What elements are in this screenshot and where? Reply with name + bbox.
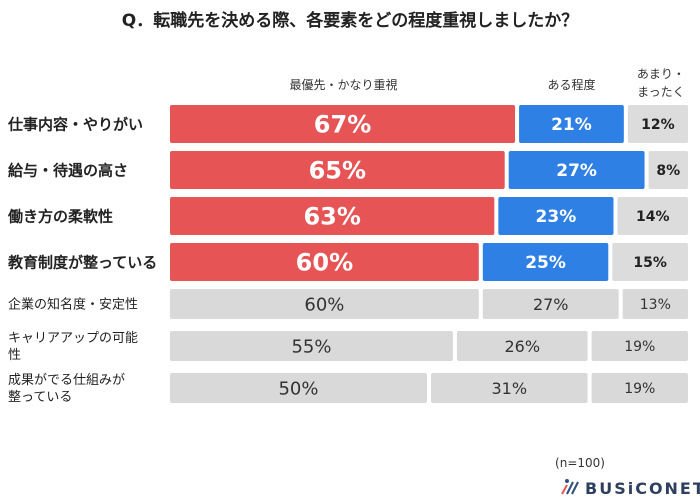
bar-segment	[627, 105, 688, 143]
data-label: 60%	[304, 294, 344, 315]
bar-row: 仕事内容・やりがい 67% 21% 12%	[7, 105, 688, 143]
legend-label: 最優先・かなり重視	[290, 77, 398, 92]
data-label: 13%	[640, 297, 671, 313]
bar-segment	[498, 197, 614, 235]
bar-segment	[170, 243, 479, 281]
data-label: 19%	[624, 381, 655, 397]
data-label: 15%	[633, 255, 667, 271]
bar-segment	[170, 373, 427, 403]
data-label: 12%	[641, 117, 675, 133]
bar-segment	[482, 243, 609, 281]
bar-segment	[170, 289, 479, 319]
data-label: 26%	[504, 337, 540, 356]
busiconet-logo: BUSiCONET	[561, 479, 700, 498]
category-label: 企業の知名度・安定性	[8, 297, 138, 313]
category-label: 整っている	[8, 390, 72, 405]
bar-segment	[648, 151, 688, 189]
data-label: 27%	[556, 161, 597, 181]
bar-segment	[591, 373, 688, 403]
bar-segment	[612, 243, 688, 281]
data-label: 67%	[314, 111, 371, 139]
bar-row: 教育制度が整っている 60% 25% 15%	[7, 243, 688, 281]
svg-text:BUSiCONET: BUSiCONET	[585, 479, 700, 498]
bar-row: 働き方の柔軟性 63% 23% 14%	[7, 197, 688, 235]
data-label: 31%	[492, 379, 528, 398]
data-label: 25%	[525, 253, 566, 273]
data-label: 63%	[303, 203, 360, 231]
bar-segment	[622, 289, 688, 319]
bar-segment	[170, 197, 495, 235]
data-label: 8%	[656, 163, 680, 179]
category-label: 仕事内容・やりがい	[7, 115, 143, 133]
category-label: 教育制度が整っている	[7, 253, 157, 271]
category-label: 性	[8, 348, 21, 363]
bar-row: 企業の知名度・安定性 60% 27% 13%	[8, 289, 688, 319]
bar-segment	[456, 331, 588, 361]
legend-label: あまり・	[637, 67, 685, 81]
data-label: 21%	[551, 115, 592, 135]
data-label: 65%	[309, 157, 366, 185]
sample-size-note: (n=100)	[555, 456, 605, 470]
bar-segment	[508, 151, 645, 189]
category-label: 成果がでる仕組みが	[8, 373, 125, 388]
bar-segment	[591, 331, 688, 361]
bar-segment	[482, 289, 619, 319]
bar-segment	[170, 105, 516, 143]
data-label: 50%	[278, 378, 318, 399]
legend-label: ある程度	[547, 77, 595, 92]
chart-title: Q．転職先を決める際、各要素をどの程度重視しましたか？	[122, 10, 578, 31]
data-label: 60%	[296, 249, 353, 277]
bar-segment	[431, 373, 588, 403]
category-label: 働き方の柔軟性	[7, 207, 113, 225]
bar-segment	[519, 105, 624, 143]
bar-segment	[617, 197, 688, 235]
bar-row: 給与・待遇の高さ 65% 27% 8%	[8, 151, 688, 189]
legend-label: まったく	[637, 85, 685, 99]
data-label: 14%	[636, 209, 670, 225]
bar-segment	[170, 151, 505, 189]
data-label: 27%	[533, 295, 569, 314]
data-label: 19%	[624, 339, 655, 355]
bar-segment	[170, 331, 453, 361]
data-label: 23%	[536, 207, 577, 227]
data-label: 55%	[291, 336, 331, 357]
category-label: 給与・待遇の高さ	[8, 161, 128, 179]
category-label: キャリアアップの可能	[8, 331, 138, 346]
